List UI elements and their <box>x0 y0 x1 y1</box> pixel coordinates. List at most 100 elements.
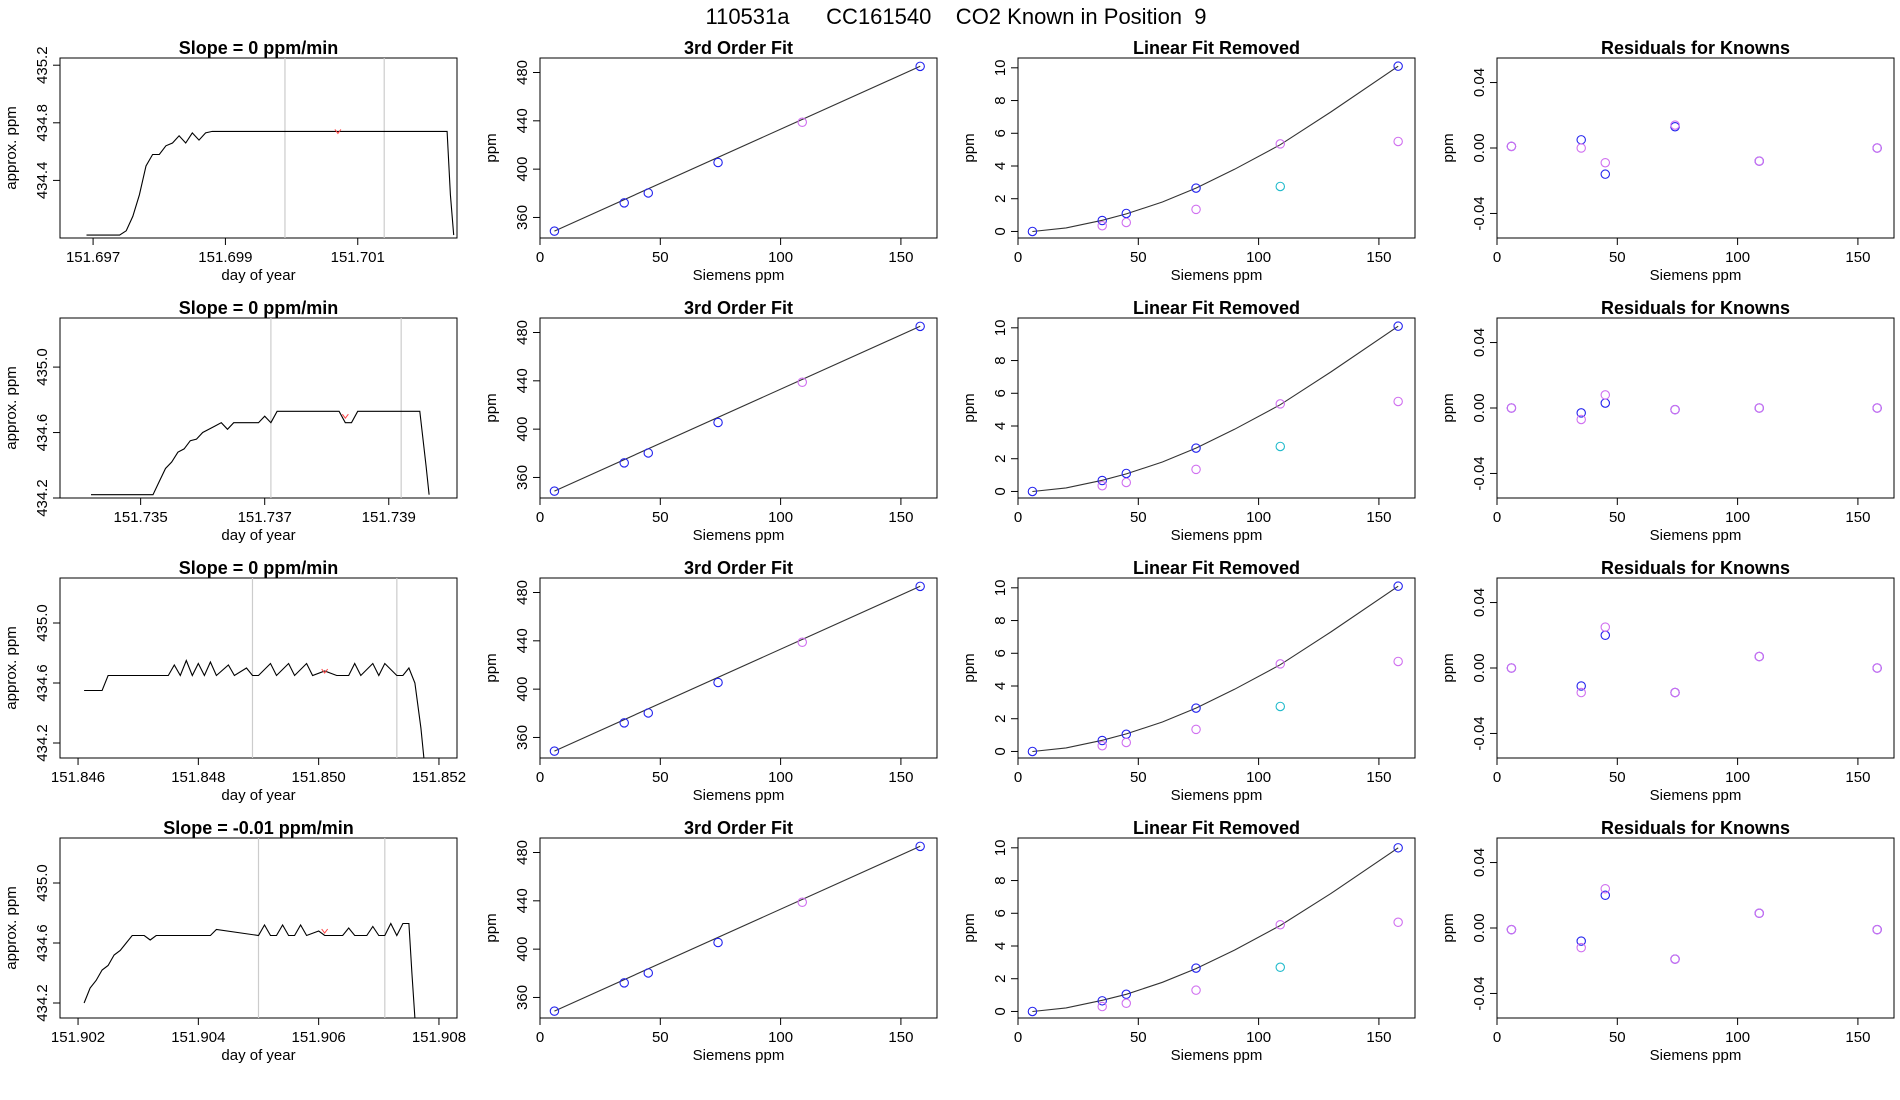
x-tick-label: 150 <box>1366 249 1391 266</box>
data-point-magenta <box>1275 139 1286 149</box>
x-tick-label: 100 <box>768 769 793 786</box>
y-tick-label: 400 <box>514 417 531 442</box>
plot-frame <box>59 317 458 499</box>
panel-title: Linear Fit Removed <box>1133 298 1300 318</box>
x-tick-label: 50 <box>1130 249 1147 266</box>
data-point-magenta <box>1275 659 1286 669</box>
plot-area <box>1506 390 1882 425</box>
x-tick-label: 0 <box>536 1029 544 1046</box>
data-point-magenta <box>1121 217 1132 228</box>
y-tick-label: 8 <box>992 616 1009 624</box>
plot-area <box>1506 622 1882 698</box>
panel-residuals-row-1: Residuals for Knowns 0 50 100 150 -0.04 0.00 0.… <box>1440 38 1895 284</box>
x-tick-label: 0 <box>536 509 544 526</box>
data-point-blue <box>713 937 723 948</box>
x-tick-label: 151.699 <box>198 249 252 266</box>
data-point-magenta <box>1576 143 1586 153</box>
panel-time-series-row-1: Slope = 0 ppm/min 151.697 151.699 151.701 43… <box>3 38 458 284</box>
x-axis-label: Siemens ppm <box>693 527 785 544</box>
data-point-blue <box>1097 215 1107 226</box>
x-axis-label: day of year <box>221 267 295 284</box>
data-point-blue <box>619 718 629 728</box>
data-point-magenta <box>1121 998 1132 1009</box>
y-axis-label: ppm <box>961 133 978 162</box>
x-axis-label: Siemens ppm <box>1171 1047 1263 1064</box>
y-tick-label: -0.04 <box>1471 196 1488 230</box>
data-point-magenta <box>1600 157 1611 168</box>
x-tick-label: 100 <box>1246 769 1271 786</box>
x-tick-label: 50 <box>1609 1029 1626 1046</box>
data-point-blue <box>1027 486 1038 497</box>
y-tick-label: 0 <box>992 487 1009 495</box>
data-point-magenta <box>1670 404 1680 415</box>
data-point-magenta <box>1600 883 1611 894</box>
data-point-magenta <box>1275 919 1286 930</box>
x-axis-label: Siemens ppm <box>1650 787 1742 804</box>
data-point-magenta <box>1121 737 1132 748</box>
y-tick-label: 360 <box>514 465 531 490</box>
data-point-magenta <box>1191 204 1201 215</box>
x-tick-label: 151.701 <box>331 249 385 266</box>
panel-fit-row-4: 3rd Order Fit 0 50 100 150 360 400 440 480 Siemen… <box>483 818 938 1064</box>
y-axis-label: approx. ppm <box>3 886 20 969</box>
x-tick-label: 151.852 <box>412 769 466 786</box>
y-tick-label: 0 <box>992 1007 1009 1015</box>
data-point-cyan <box>1275 962 1286 973</box>
plot-frame <box>1017 317 1416 499</box>
x-tick-label: 150 <box>1366 769 1391 786</box>
panel-title: 3rd Order Fit <box>684 818 793 838</box>
y-tick-label: 0 <box>992 227 1009 235</box>
data-point-magenta <box>1097 740 1107 751</box>
data-point-blue <box>619 978 629 988</box>
x-axis-label: Siemens ppm <box>1650 527 1742 544</box>
data-point-blue <box>619 458 629 468</box>
data-point-magenta <box>1754 156 1765 166</box>
x-tick-label: 100 <box>1246 509 1271 526</box>
data-point-magenta <box>1506 924 1517 935</box>
y-axis-label: ppm <box>961 653 978 682</box>
x-tick-label: 50 <box>1609 249 1626 266</box>
panel-fit-row-3: 3rd Order Fit 0 50 100 150 360 400 440 480 Siemen… <box>483 558 938 804</box>
panel-time-series-row-2: Slope = 0 ppm/min 151.735 151.737 151.739 43… <box>3 298 458 544</box>
data-point-magenta <box>1191 985 1201 995</box>
x-axis-label: Siemens ppm <box>693 787 785 804</box>
x-tick-label: 50 <box>1130 769 1147 786</box>
data-point-magenta <box>1191 464 1201 475</box>
y-tick-label: -0.04 <box>1471 976 1488 1010</box>
x-tick-label: 0 <box>1014 509 1022 526</box>
y-axis-label: ppm <box>1440 133 1457 162</box>
y-tick-label: 0.04 <box>1471 68 1488 97</box>
y-tick-label: -0.04 <box>1471 456 1488 490</box>
y-tick-label: 2 <box>992 715 1009 723</box>
x-tick-label: 150 <box>888 509 913 526</box>
data-point-magenta <box>1872 403 1882 413</box>
y-tick-label: 10 <box>992 319 1009 336</box>
figure-title: 110531a CC161540 CO2 Known in Position 9 <box>705 4 1206 29</box>
fit-curve <box>1032 65 1399 233</box>
data-point-magenta <box>1506 141 1517 152</box>
y-tick-label: 440 <box>514 628 531 653</box>
data-point-blue <box>1191 963 1201 973</box>
panel-title: Residuals for Knowns <box>1601 818 1790 838</box>
data-point-magenta <box>797 377 808 388</box>
data-point-magenta <box>1393 656 1403 667</box>
x-tick-label: 151.737 <box>238 509 292 526</box>
mean-marker <box>321 928 329 934</box>
plot-area <box>1027 581 1403 757</box>
y-tick-label: 434.2 <box>34 984 51 1022</box>
y-axis-label: approx. ppm <box>3 106 20 189</box>
x-tick-label: 0 <box>1493 769 1501 786</box>
panel-time-series-row-3: Slope = 0 ppm/min 151.846 151.848 151.850 15… <box>3 558 466 804</box>
panel-residuals-row-4: Residuals for Knowns 0 50 100 150 -0.04 0.00 0.… <box>1440 818 1895 1064</box>
y-tick-label: 0.00 <box>1471 133 1488 162</box>
x-tick-label: 0 <box>1014 769 1022 786</box>
x-tick-label: 0 <box>1493 1029 1501 1046</box>
x-tick-label: 100 <box>1246 249 1271 266</box>
data-point-blue <box>1027 226 1038 237</box>
y-tick-label: 6 <box>992 389 1009 397</box>
data-point-blue <box>1576 681 1586 691</box>
x-tick-label: 151.906 <box>292 1029 346 1046</box>
x-axis-label: Siemens ppm <box>1650 1047 1742 1064</box>
y-axis-label: ppm <box>961 393 978 422</box>
y-tick-label: 10 <box>992 59 1009 76</box>
